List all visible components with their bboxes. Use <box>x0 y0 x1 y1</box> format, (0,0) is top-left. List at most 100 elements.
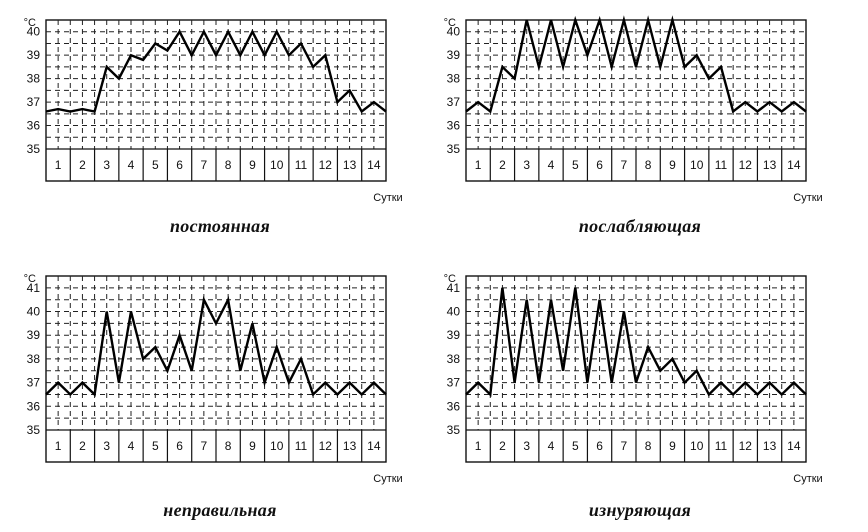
day-label: 13 <box>343 158 357 172</box>
y-tick-label: 37 <box>447 376 461 390</box>
day-label: 1 <box>55 439 62 453</box>
y-tick-label: 38 <box>447 352 461 366</box>
day-label: 5 <box>152 158 159 172</box>
y-tick-label: 35 <box>27 142 41 156</box>
y-tick-label: 41 <box>447 281 461 295</box>
day-label: 12 <box>319 439 333 453</box>
unit-label: °C <box>444 273 456 285</box>
unit-label: °C <box>24 17 36 29</box>
day-label: 14 <box>787 158 801 172</box>
x-axis-label: Сутки <box>793 192 822 204</box>
day-label: 5 <box>152 439 159 453</box>
y-tick-label: 38 <box>447 72 461 86</box>
x-axis-label: Сутки <box>373 192 402 204</box>
chart-panel-constant: 1 2 3 4 5 6 7 8 9 10 11 12 13 14 35 36 37 38 39 40 °C Сутки п… <box>10 6 430 268</box>
day-label: 12 <box>739 439 753 453</box>
unit-label: °C <box>444 17 456 29</box>
day-label: 11 <box>715 158 728 172</box>
y-tick-label: 39 <box>447 48 461 62</box>
day-label: 5 <box>572 439 579 453</box>
day-label: 9 <box>249 439 256 453</box>
x-axis-label: Сутки <box>373 473 402 485</box>
day-label: 8 <box>645 439 652 453</box>
day-label: 9 <box>249 158 256 172</box>
day-label: 4 <box>548 439 555 453</box>
day-label: 14 <box>787 439 801 453</box>
day-label: 3 <box>523 158 530 172</box>
y-tick-label: 40 <box>27 305 41 319</box>
y-tick-label: 38 <box>27 352 41 366</box>
y-tick-label: 36 <box>447 399 461 413</box>
day-label: 7 <box>201 439 208 453</box>
x-axis-label: Сутки <box>793 473 822 485</box>
chart-caption-constant: постоянная <box>169 216 271 236</box>
day-label: 11 <box>295 439 308 453</box>
day-label: 3 <box>523 439 530 453</box>
day-label: 1 <box>475 158 482 172</box>
day-label: 9 <box>669 439 676 453</box>
y-tick-label: 41 <box>27 281 41 295</box>
day-label: 13 <box>763 439 777 453</box>
day-label: 4 <box>548 158 555 172</box>
day-label: 2 <box>79 439 86 453</box>
y-tick-label: 38 <box>27 72 41 86</box>
y-tick-label: 39 <box>27 328 41 342</box>
chart-caption-hectic: изнуряющая <box>588 500 692 520</box>
y-tick-label: 36 <box>447 119 461 133</box>
day-label: 14 <box>367 158 381 172</box>
day-label: 8 <box>225 439 232 453</box>
day-label: 4 <box>128 439 135 453</box>
day-label: 10 <box>690 439 704 453</box>
day-label: 5 <box>572 158 579 172</box>
day-label: 14 <box>367 439 381 453</box>
day-label: 4 <box>128 158 135 172</box>
day-label: 12 <box>739 158 753 172</box>
day-label: 2 <box>499 158 506 172</box>
y-tick-label: 39 <box>447 328 461 342</box>
day-label: 7 <box>201 158 208 172</box>
day-label: 11 <box>715 439 728 453</box>
day-label: 3 <box>103 158 110 172</box>
day-label: 10 <box>270 158 284 172</box>
y-tick-label: 40 <box>27 25 41 39</box>
y-tick-label: 37 <box>27 95 41 109</box>
y-tick-label: 36 <box>27 399 41 413</box>
day-label: 6 <box>176 439 183 453</box>
y-tick-label: 37 <box>447 95 461 109</box>
chart-panel-hectic: 1 2 3 4 5 6 7 8 9 10 11 12 13 14 35 36 37 38 39 40 41 °C Сутки… <box>430 262 850 524</box>
day-label: 2 <box>79 158 86 172</box>
day-label: 2 <box>499 439 506 453</box>
temperature-curve <box>45 29 387 114</box>
chart-panel-irregular: 1 2 3 4 5 6 7 8 9 10 11 12 13 14 35 36 37 38 39 40 41 °C Сутки… <box>10 262 430 524</box>
temperature-curve <box>465 287 807 398</box>
y-tick-label: 40 <box>447 305 461 319</box>
temperature-curve <box>45 295 387 398</box>
day-label: 12 <box>319 158 333 172</box>
y-tick-label: 35 <box>27 423 41 437</box>
chart-caption-remittent: послабляющая <box>578 216 702 236</box>
day-label: 1 <box>475 439 482 453</box>
day-label: 7 <box>621 158 628 172</box>
day-label: 10 <box>690 158 704 172</box>
y-tick-label: 39 <box>27 48 41 62</box>
day-label: 1 <box>55 158 62 172</box>
day-label: 9 <box>669 158 676 172</box>
day-label: 3 <box>103 439 110 453</box>
y-tick-label: 36 <box>27 119 41 133</box>
y-tick-label: 37 <box>27 376 41 390</box>
day-label: 7 <box>621 439 628 453</box>
day-label: 8 <box>645 158 652 172</box>
unit-label: °C <box>24 273 36 285</box>
y-tick-label: 35 <box>447 423 461 437</box>
chart-caption-irregular: неправильная <box>163 500 277 520</box>
y-tick-label: 35 <box>447 142 461 156</box>
day-label: 8 <box>225 158 232 172</box>
day-label: 6 <box>176 158 183 172</box>
chart-panel-remittent: 1 2 3 4 5 6 7 8 9 10 11 12 13 14 35 36 37 38 39 40 °C Сутки п… <box>430 6 850 268</box>
day-label: 13 <box>763 158 777 172</box>
day-label: 11 <box>295 158 308 172</box>
